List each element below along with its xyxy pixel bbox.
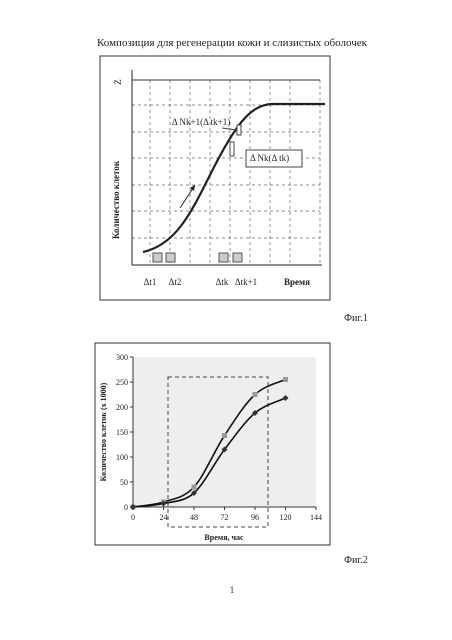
caption: Фиг.2 [344, 555, 368, 566]
page: Композиция для регенерации кожи и слизис… [0, 0, 452, 640]
x-label: Δt1 [144, 277, 157, 287]
marker [192, 485, 197, 490]
x-tick-label: 48 [190, 513, 198, 522]
x-label: Δtk [216, 277, 229, 287]
intervals [153, 253, 242, 262]
y-tick-label: 250 [116, 378, 128, 387]
delta-mark [230, 142, 234, 156]
x-tick-label: 24 [160, 513, 168, 522]
marker [222, 433, 227, 438]
y-axis-label: Количество клеток [111, 160, 121, 239]
annotation: Δ Nk(Δ tk) [250, 153, 289, 163]
leader [222, 128, 237, 130]
y-tick-label: 300 [116, 353, 128, 362]
y-tick-label: 200 [116, 403, 128, 412]
x-tick-label: 0 [131, 513, 135, 522]
x-tick-label: 72 [221, 513, 229, 522]
x-tick-label: 144 [310, 513, 322, 522]
x-label: Δt2 [169, 277, 182, 287]
caption: Фиг.1 [344, 313, 368, 324]
page-number: 1 [230, 585, 235, 595]
z-label: Z [113, 79, 123, 85]
x-tick-label: 96 [251, 513, 259, 522]
y-tick-label: 50 [120, 478, 128, 487]
x-axis-label: Время [284, 277, 310, 287]
marker [283, 377, 288, 382]
frame [100, 56, 330, 300]
title: Композиция для регенерации кожи и слизис… [97, 37, 368, 49]
x-tick-label: 120 [280, 513, 292, 522]
arrow-head [190, 185, 195, 191]
delta-mark [237, 125, 241, 135]
y-tick-label: 0 [124, 503, 128, 512]
grid [132, 80, 320, 265]
marker [253, 392, 258, 397]
figure-1: Δ Nk+1(Δ tk+1) Δ Nk(Δ tk) Z Количество к… [100, 56, 330, 300]
y-axis-label: Количество клеток (x 1000) [99, 382, 108, 481]
x-label: Δtk+1 [235, 277, 257, 287]
annotation: Δ Nk+1(Δ tk+1) [172, 117, 230, 127]
y-tick-label: 150 [116, 428, 128, 437]
x-axis-label: Время, час [204, 533, 244, 542]
plot-area [133, 357, 316, 507]
y-tick-label: 100 [116, 453, 128, 462]
